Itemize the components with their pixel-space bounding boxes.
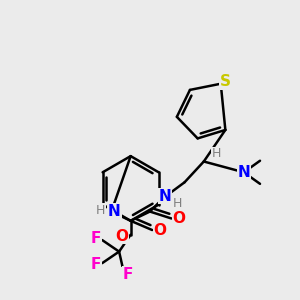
Text: O: O xyxy=(115,229,128,244)
Text: F: F xyxy=(91,231,101,246)
Text: O: O xyxy=(173,211,186,226)
Text: H: H xyxy=(173,197,182,210)
Text: H: H xyxy=(212,147,221,160)
Text: F: F xyxy=(122,267,133,282)
Text: O: O xyxy=(153,223,167,238)
Text: N: N xyxy=(238,165,250,180)
Text: N: N xyxy=(159,189,172,204)
Text: S: S xyxy=(220,74,231,89)
Text: N: N xyxy=(108,204,121,219)
Text: F: F xyxy=(91,257,101,272)
Text: H: H xyxy=(96,203,105,217)
